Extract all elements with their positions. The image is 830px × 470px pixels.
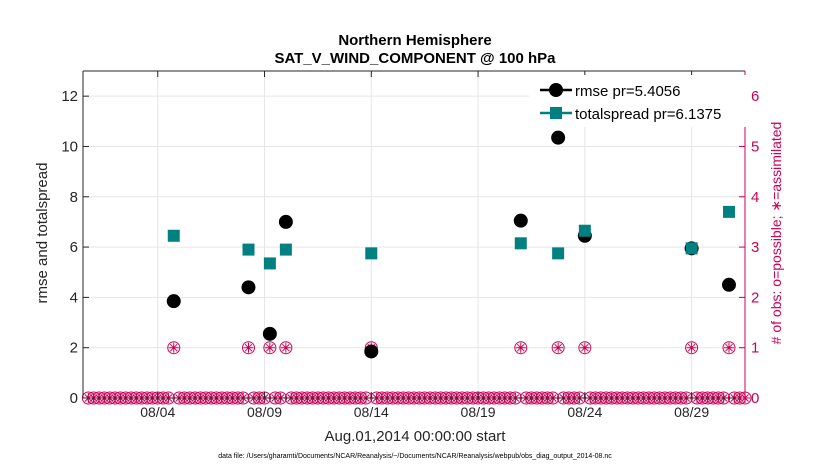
totalspread-point (167, 229, 180, 242)
obs-assimilated-marker (686, 342, 697, 353)
x-tick-label: 08/19 (461, 404, 496, 420)
totalspread-point (578, 224, 591, 237)
legend: rmse pr=5.4056 totalspread pr=6.1375 (529, 75, 746, 127)
rmse-point (551, 130, 566, 145)
obs-assimilated-marker (264, 342, 275, 353)
y2-tick-label: 5 (751, 138, 759, 155)
rmse-point (513, 213, 528, 228)
obs-possible-marker (514, 341, 528, 355)
legend-box (529, 75, 746, 127)
obs-assimilated-marker (579, 342, 590, 353)
totalspread-point (279, 243, 292, 256)
x-tick-label: 08/04 (140, 404, 175, 420)
totalspread-point (552, 247, 565, 260)
x-tick-label: 08/24 (567, 404, 602, 420)
x-tick-label: 08/29 (674, 404, 709, 420)
y-axis-label: rmse and totalspread (34, 163, 51, 304)
x-tick-label: 08/09 (247, 404, 282, 420)
axes: 08/04 08/09 08/14 08/19 08/24 08/290246810120… (61, 70, 759, 420)
obs-possible-marker (263, 341, 277, 355)
rmse-point (278, 214, 293, 229)
obs-possible-marker (685, 341, 699, 355)
y2-tick-label: 6 (751, 88, 759, 105)
y2-tick-label: 3 (751, 239, 759, 256)
y2-axis-label: # of obs: o=possible; ∗=assimilated (768, 122, 784, 345)
series-layer (166, 130, 736, 359)
y2-tick-label: 1 (751, 340, 759, 357)
obs-possible-marker (279, 341, 293, 355)
x-tick-label: 08/14 (354, 404, 389, 420)
legend-label-totalspread: totalspread pr=6.1375 (575, 106, 721, 123)
y-tick-label: 2 (70, 340, 78, 357)
y-tick-label: 10 (61, 138, 78, 155)
chart-subtitle: SAT_V_WIND_COMPONENT @ 100 hPa (274, 50, 556, 67)
legend-marker-rmse (549, 83, 563, 97)
obs-assimilated-marker (280, 342, 291, 353)
rmse-point (262, 326, 277, 341)
y-tick-label: 0 (70, 390, 78, 407)
obs-assimilated-marker (515, 342, 526, 353)
obs-possible-marker (578, 341, 592, 355)
y-tick-label: 8 (70, 189, 78, 206)
totalspread-point (365, 247, 378, 260)
rmse-point (364, 344, 379, 359)
totalspread-point (514, 237, 527, 250)
totalspread-point (263, 257, 276, 270)
obs-assimilated-marker (243, 342, 254, 353)
obs-possible-marker (551, 341, 565, 355)
totalspread-point (722, 205, 735, 218)
obs-possible-marker (242, 341, 255, 355)
y2-tick-label: 0 (751, 390, 759, 407)
rmse-point (166, 294, 181, 309)
chart-title: Northern Hemisphere (338, 32, 491, 49)
y-tick-label: 12 (61, 88, 78, 105)
obs-possible-marker (167, 341, 181, 355)
rmse-point (241, 280, 256, 295)
obs-assimilated-marker (723, 342, 734, 353)
rmse-point (721, 277, 736, 292)
y2-tick-label: 2 (751, 289, 759, 306)
totalspread-point (685, 242, 698, 255)
legend-marker-totalspread (550, 107, 562, 119)
y2-tick-label: 4 (751, 189, 759, 206)
totalspread-point (242, 243, 255, 256)
obs-possible-marker (722, 341, 736, 355)
legend-label-rmse: rmse pr=5.4056 (575, 83, 680, 100)
y-tick-label: 4 (70, 289, 78, 306)
data-file-footnote: data file: /Users/gharamti/Documents/NCA… (218, 453, 612, 460)
obs-assimilated-marker (168, 342, 179, 353)
obs-assimilated-marker (553, 342, 564, 353)
x-axis-label: Aug.01,2014 00:00:00 start (325, 428, 507, 445)
y-tick-label: 6 (70, 239, 78, 256)
